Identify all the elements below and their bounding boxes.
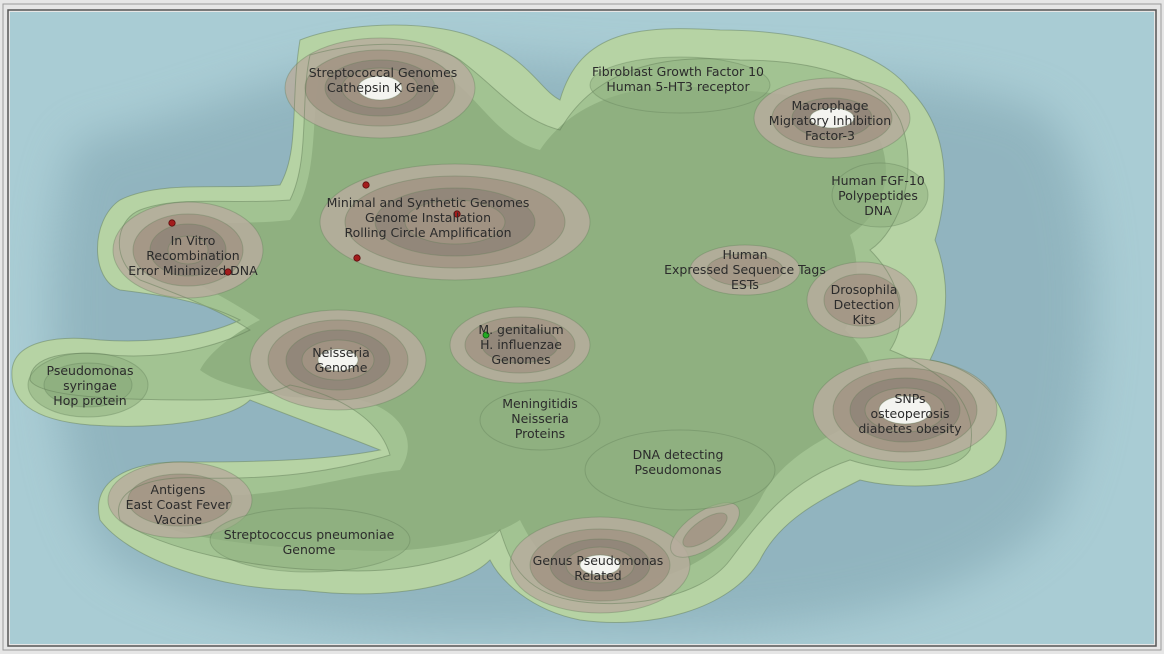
region-label-line: Error Minimized DNA: [128, 263, 258, 278]
region-label-antigens: Antigens East Coast Fever Vaccine: [126, 482, 232, 527]
region-label-line: Expressed Sequence Tags: [664, 262, 826, 277]
document-marker[interactable]: [453, 210, 461, 218]
document-marker[interactable]: [362, 181, 370, 189]
region-label-dna-detecting: DNA detecting Pseudomonas: [633, 447, 724, 477]
document-marker[interactable]: [224, 268, 232, 276]
selected-document-marker[interactable]: [482, 331, 490, 339]
region-label-line: Genome Installation: [365, 210, 491, 225]
region-label-fgf10-5ht3: Fibroblast Growth Factor 10 Human 5-HT3 r…: [592, 64, 764, 94]
region-label-line: Genus Pseudomonas: [533, 553, 664, 568]
document-markers[interactable]: [168, 181, 490, 339]
region-label-line: Human FGF-10: [831, 173, 925, 188]
region-label-line: DNA detecting: [633, 447, 724, 462]
region-label-synthetic-genomes: Minimal and Synthetic Genomes Genome Inst…: [327, 195, 530, 240]
region-label-line: Factor-3: [805, 128, 855, 143]
region-label-mgenitalium: M. genitalium H. influenzae Genomes: [478, 322, 563, 367]
region-label-line: Streptococcal Genomes: [309, 65, 458, 80]
region-label-line: Hop protein: [53, 393, 126, 408]
region-label-line: SNPs: [894, 391, 925, 406]
region-label-human-fgf10: Human FGF-10 Polypeptides DNA: [831, 173, 925, 218]
region-label-line: Cathepsin K Gene: [327, 80, 439, 95]
outer-border: [2, 3, 1162, 651]
topic-mounds: [27, 37, 998, 614]
region-label-line: Genomes: [491, 352, 550, 367]
region-label-line: Antigens: [151, 482, 206, 497]
region-label-strep-pneumoniae: Streptococcus pneumoniae Genome: [224, 527, 395, 557]
region-label-line: Kits: [852, 312, 875, 327]
region-label-line: Meningitidis: [502, 396, 578, 411]
region-label-in-vitro: In Vitro Recombination Error Minimized DNA: [128, 233, 258, 278]
document-marker[interactable]: [353, 254, 361, 262]
region-label-line: Human 5-HT3 receptor: [606, 79, 750, 94]
region-label-line: Polypeptides: [838, 188, 918, 203]
inner-border: [7, 9, 1157, 647]
region-label-drosophila: Drosophila Detection Kits: [831, 282, 898, 327]
region-label-line: ESTs: [731, 277, 759, 292]
contour-lines: [11, 24, 1007, 623]
region-label-line: Related: [574, 568, 621, 583]
region-label-line: DNA: [864, 203, 892, 218]
region-label-line: M. genitalium: [478, 322, 563, 337]
region-label-line: Recombination: [146, 248, 239, 263]
region-label-line: Proteins: [515, 426, 565, 441]
region-label-line: Neisseria: [511, 411, 569, 426]
region-label-line: Genome: [315, 360, 368, 375]
region-label-line: osteoperosis: [870, 406, 949, 421]
region-label-line: Macrophage: [792, 98, 869, 113]
region-label-line: syringae: [63, 378, 117, 393]
region-label-line: diabetes obesity: [858, 421, 962, 436]
region-label-line: Drosophila: [831, 282, 898, 297]
region-label-line: Neisseria: [312, 345, 370, 360]
region-label-line: Minimal and Synthetic Genomes: [327, 195, 530, 210]
region-label-line: East Coast Fever: [126, 497, 232, 512]
region-label-line: In Vitro: [171, 233, 216, 248]
region-label-line: Fibroblast Growth Factor 10: [592, 64, 764, 79]
region-label-meningitidis: Meningitidis Neisseria Proteins: [502, 396, 578, 441]
region-label-snps: SNPs osteoperosis diabetes obesity: [858, 391, 962, 436]
region-label-line: Vaccine: [154, 512, 202, 527]
region-label-line: Pseudomonas: [47, 363, 134, 378]
region-label-line: Streptococcus pneumoniae: [224, 527, 395, 542]
region-label-line: Genome: [283, 542, 336, 557]
region-label-line: Migratory Inhibition: [769, 113, 891, 128]
region-label-strep-genomes: Streptococcal Genomes Cathepsin K Gene: [309, 65, 458, 95]
region-labels: Streptococcal Genomes Cathepsin K Gene Fib…: [47, 64, 963, 583]
region-label-line: Human: [722, 247, 767, 262]
region-label-line: Pseudomonas: [635, 462, 722, 477]
document-marker[interactable]: [168, 219, 176, 227]
region-label-line: Rolling Circle Amplification: [344, 225, 511, 240]
region-label-macrophage: Macrophage Migratory Inhibition Factor-3: [769, 98, 891, 143]
region-label-genus-pseudomonas: Genus Pseudomonas Related: [533, 553, 664, 583]
region-label-line: Detection: [834, 297, 895, 312]
region-label-line: H. influenzae: [480, 337, 562, 352]
region-label-human-ests: Human Expressed Sequence Tags ESTs: [664, 247, 826, 292]
region-label-neisseria-genome: Neisseria Genome: [312, 345, 370, 375]
region-label-pseudomonas-syringae: Pseudomonas syringae Hop protein: [47, 363, 134, 408]
